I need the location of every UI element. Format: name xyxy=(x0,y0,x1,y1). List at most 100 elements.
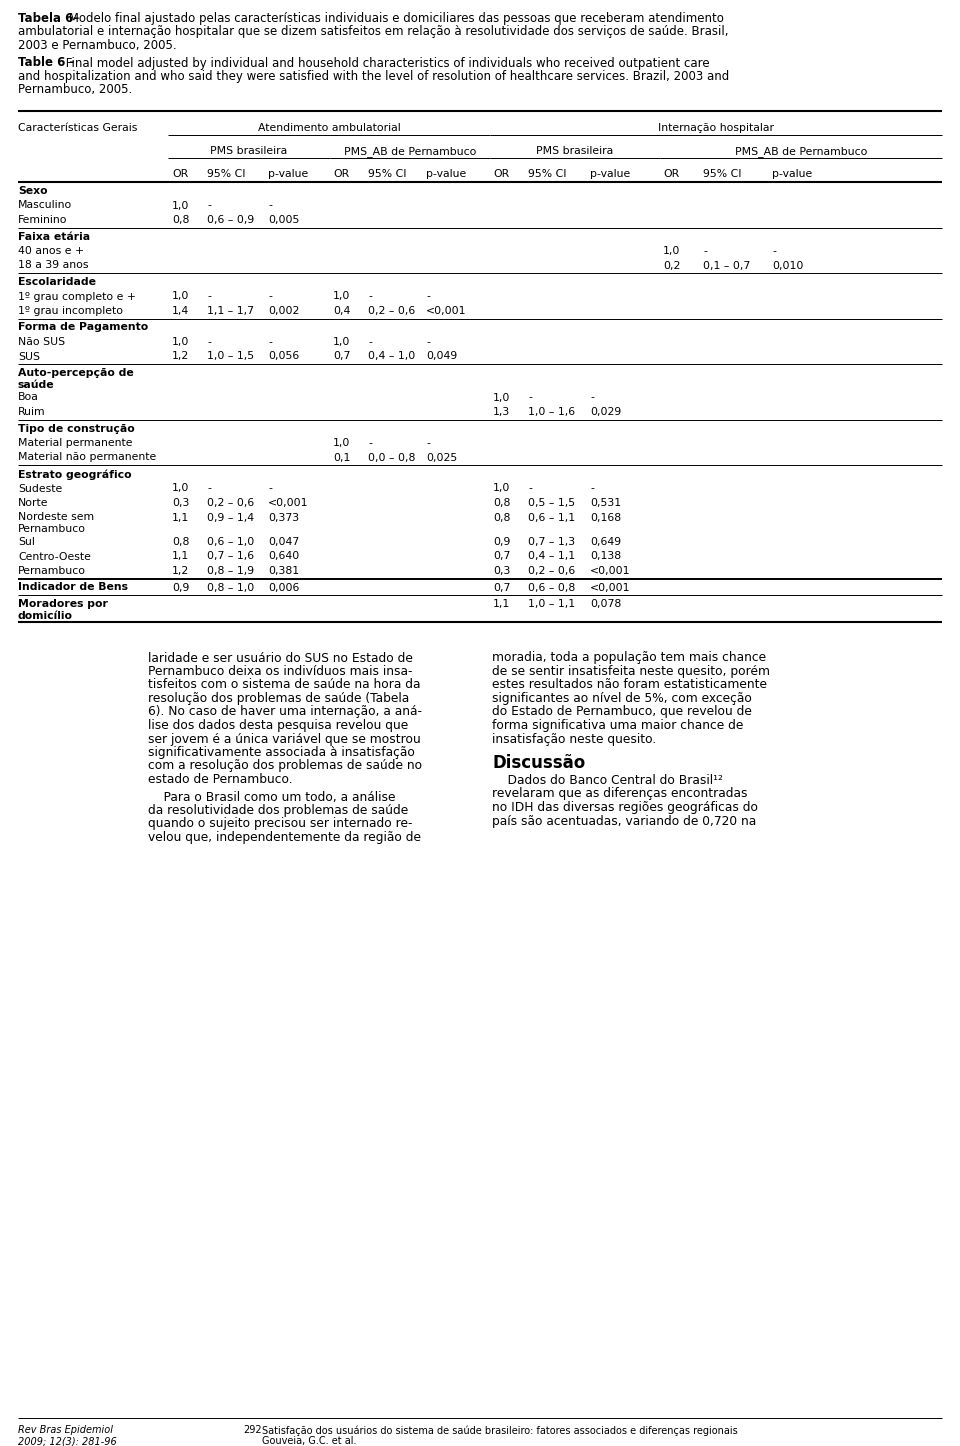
Text: 6). No caso de haver uma internação, a aná-: 6). No caso de haver uma internação, a a… xyxy=(148,706,422,719)
Text: 0,6 – 1,1: 0,6 – 1,1 xyxy=(528,512,575,522)
Text: Nordeste sem
Pernambuco: Nordeste sem Pernambuco xyxy=(18,512,94,534)
Text: Pernambuco, 2005.: Pernambuco, 2005. xyxy=(18,84,132,97)
Text: 0,4: 0,4 xyxy=(333,307,350,317)
Text: 1,4: 1,4 xyxy=(172,307,189,317)
Text: 0,373: 0,373 xyxy=(268,512,300,522)
Text: 0,002: 0,002 xyxy=(268,307,300,317)
Text: -: - xyxy=(426,292,430,302)
Text: -: - xyxy=(703,246,707,256)
Text: Sul: Sul xyxy=(18,536,35,547)
Text: Material não permanente: Material não permanente xyxy=(18,453,156,463)
Text: OR: OR xyxy=(493,169,509,179)
Text: velou que, independentemente da região de: velou que, independentemente da região d… xyxy=(148,831,421,844)
Text: 18 a 39 anos: 18 a 39 anos xyxy=(18,260,88,270)
Text: 95% CI: 95% CI xyxy=(207,169,246,179)
Text: 0,6 – 0,8: 0,6 – 0,8 xyxy=(528,583,575,593)
Text: 0,381: 0,381 xyxy=(268,565,300,576)
Text: 0,049: 0,049 xyxy=(426,351,457,362)
Text: -: - xyxy=(207,292,211,302)
Text: Feminino: Feminino xyxy=(18,215,67,226)
Text: Ruim: Ruim xyxy=(18,406,46,416)
Text: Internação hospitalar: Internação hospitalar xyxy=(658,123,774,133)
Text: 1,1: 1,1 xyxy=(172,551,189,561)
Text: <0,001: <0,001 xyxy=(426,307,467,317)
Text: 1,0: 1,0 xyxy=(172,337,189,347)
Text: 1,0: 1,0 xyxy=(172,201,189,211)
Text: 1,0: 1,0 xyxy=(493,392,511,402)
Text: -: - xyxy=(268,483,272,493)
Text: 0,531: 0,531 xyxy=(590,497,621,508)
Text: 1,3: 1,3 xyxy=(493,406,511,416)
Text: -: - xyxy=(268,292,272,302)
Text: -: - xyxy=(207,201,211,211)
Text: Centro-Oeste: Centro-Oeste xyxy=(18,551,91,561)
Text: PMS_AB de Pernambuco: PMS_AB de Pernambuco xyxy=(344,146,476,158)
Text: p-value: p-value xyxy=(268,169,308,179)
Text: ser jovem é a única variável que se mostrou: ser jovem é a única variável que se most… xyxy=(148,733,420,746)
Text: 0,8: 0,8 xyxy=(493,497,511,508)
Text: <0,001: <0,001 xyxy=(590,583,631,593)
Text: 1,0 – 1,1: 1,0 – 1,1 xyxy=(528,599,575,609)
Text: 1,0: 1,0 xyxy=(493,483,511,493)
Text: Boa: Boa xyxy=(18,392,38,402)
Text: Faixa etária: Faixa etária xyxy=(18,231,90,241)
Text: estado de Pernambuco.: estado de Pernambuco. xyxy=(148,774,293,787)
Text: 1,2: 1,2 xyxy=(172,351,189,362)
Text: insatisfação neste quesito.: insatisfação neste quesito. xyxy=(492,733,657,746)
Text: -: - xyxy=(268,201,272,211)
Text: <0,001: <0,001 xyxy=(590,565,631,576)
Text: 1º grau completo e +: 1º grau completo e + xyxy=(18,292,136,302)
Text: 95% CI: 95% CI xyxy=(703,169,741,179)
Text: 1,0: 1,0 xyxy=(333,438,350,448)
Text: forma significativa uma maior chance de: forma significativa uma maior chance de xyxy=(492,719,743,732)
Text: p-value: p-value xyxy=(426,169,467,179)
Text: SUS: SUS xyxy=(18,351,40,362)
Text: OR: OR xyxy=(333,169,349,179)
Text: 0,8: 0,8 xyxy=(493,512,511,522)
Text: Discussão: Discussão xyxy=(492,753,586,772)
Text: p-value: p-value xyxy=(590,169,631,179)
Text: 0,640: 0,640 xyxy=(268,551,300,561)
Text: estes resultados não foram estatisticamente: estes resultados não foram estatisticame… xyxy=(492,678,767,691)
Text: revelaram que as diferenças encontradas: revelaram que as diferenças encontradas xyxy=(492,788,748,801)
Text: da resolutividade dos problemas de saúde: da resolutividade dos problemas de saúde xyxy=(148,804,408,817)
Text: no IDH das diversas regiões geográficas do: no IDH das diversas regiões geográficas … xyxy=(492,801,758,814)
Text: OR: OR xyxy=(172,169,188,179)
Text: 0,7 – 1,3: 0,7 – 1,3 xyxy=(528,536,575,547)
Text: -: - xyxy=(590,483,594,493)
Text: Estrato geográfico: Estrato geográfico xyxy=(18,469,132,480)
Text: 0,3: 0,3 xyxy=(493,565,511,576)
Text: -: - xyxy=(528,483,532,493)
Text: 40 anos e +: 40 anos e + xyxy=(18,246,84,256)
Text: 0,5 – 1,5: 0,5 – 1,5 xyxy=(528,497,575,508)
Text: 0,010: 0,010 xyxy=(772,260,804,270)
Text: Não SUS: Não SUS xyxy=(18,337,65,347)
Text: Pernambuco: Pernambuco xyxy=(18,565,86,576)
Text: -: - xyxy=(772,246,776,256)
Text: and hospitalization and who said they were satisfied with the level of resolutio: and hospitalization and who said they we… xyxy=(18,69,730,82)
Text: 0,649: 0,649 xyxy=(590,536,621,547)
Text: 0,4 – 1,0: 0,4 – 1,0 xyxy=(368,351,416,362)
Text: 0,006: 0,006 xyxy=(268,583,300,593)
Text: 0,168: 0,168 xyxy=(590,512,621,522)
Text: -: - xyxy=(426,337,430,347)
Text: significantes ao nível de 5%, com exceção: significantes ao nível de 5%, com exceçã… xyxy=(492,693,752,706)
Text: 0,1: 0,1 xyxy=(333,453,350,463)
Text: 0,029: 0,029 xyxy=(590,406,621,416)
Text: moradia, toda a população tem mais chance: moradia, toda a população tem mais chanc… xyxy=(492,652,766,665)
Text: 292: 292 xyxy=(243,1424,262,1434)
Text: Modelo final ajustado pelas características individuais e domiciliares das pesso: Modelo final ajustado pelas característi… xyxy=(65,12,724,25)
Text: 2003 e Pernambuco, 2005.: 2003 e Pernambuco, 2005. xyxy=(18,39,177,52)
Text: Satisfação dos usuários do sistema de saúde brasileiro: fatores associados e dif: Satisfação dos usuários do sistema de sa… xyxy=(262,1424,737,1436)
Text: 1,0: 1,0 xyxy=(333,292,350,302)
Text: 1,0: 1,0 xyxy=(172,483,189,493)
Text: <0,001: <0,001 xyxy=(268,497,308,508)
Text: Tipo de construção: Tipo de construção xyxy=(18,424,134,434)
Text: Sexo: Sexo xyxy=(18,187,48,197)
Text: 0,4 – 1,1: 0,4 – 1,1 xyxy=(528,551,575,561)
Text: 0,1 – 0,7: 0,1 – 0,7 xyxy=(703,260,751,270)
Text: 1,1: 1,1 xyxy=(172,512,189,522)
Text: laridade e ser usuário do SUS no Estado de: laridade e ser usuário do SUS no Estado … xyxy=(148,652,413,665)
Text: 2009; 12(3): 281-96: 2009; 12(3): 281-96 xyxy=(18,1436,117,1446)
Text: 0,078: 0,078 xyxy=(590,599,621,609)
